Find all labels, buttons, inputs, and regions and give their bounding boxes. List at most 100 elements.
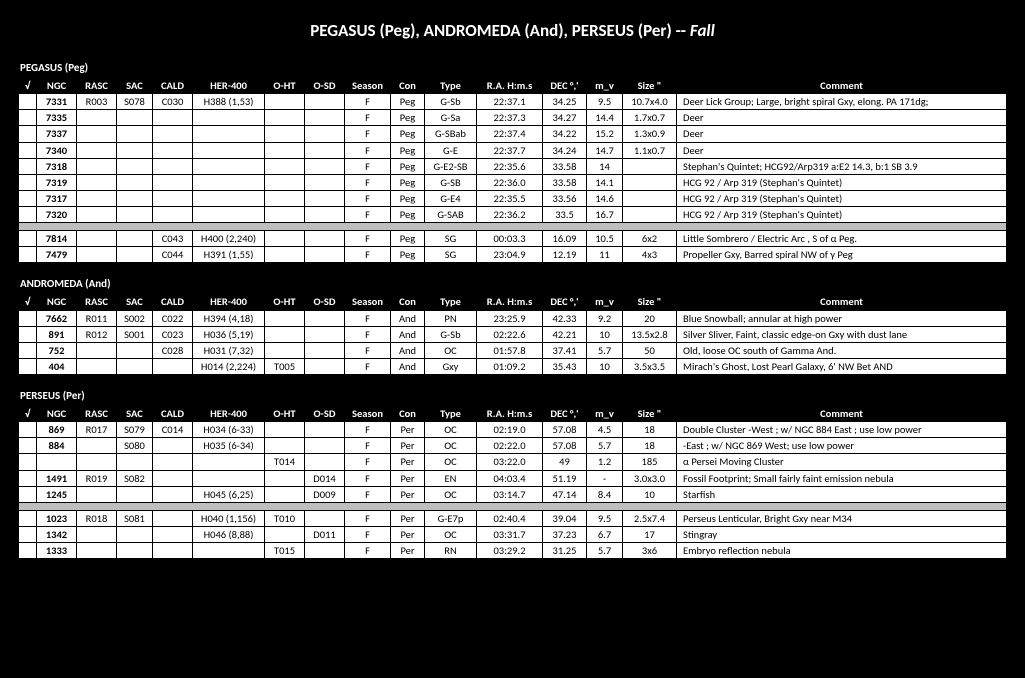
cell-sac	[117, 158, 153, 174]
cell-type: G-E4	[425, 190, 477, 206]
cell-comm: α Persei Moving Cluster	[677, 454, 1007, 470]
cell-her: H034 (6-33)	[193, 422, 265, 438]
cell-osd	[305, 142, 345, 158]
cell-osd	[305, 358, 345, 374]
cell-osd	[305, 310, 345, 326]
cell-con: Peg	[391, 94, 425, 110]
cell-dec: 33.5	[543, 207, 587, 223]
cell-seas: F	[345, 190, 391, 206]
cell-her	[193, 158, 265, 174]
cell-cald: C022	[153, 310, 193, 326]
cell-cald	[153, 358, 193, 374]
cell-type: PN	[425, 310, 477, 326]
cell-sac	[117, 207, 153, 223]
cell-sac	[117, 543, 153, 559]
col-con: Con	[391, 294, 425, 310]
cell-rasc	[77, 110, 117, 126]
cell-mv: 9.5	[587, 510, 623, 526]
cell-comm: Deer	[677, 126, 1007, 142]
cell-osd	[305, 207, 345, 223]
col-dec: DEC °,'	[543, 406, 587, 422]
table-row: 404H014 (2,224)T005FAndGxy01:09.235.4310…	[19, 358, 1007, 374]
cell-ngc: 1342	[37, 526, 77, 542]
cell-oht	[265, 422, 305, 438]
cell-seas: F	[345, 454, 391, 470]
cell-oht	[265, 326, 305, 342]
cell-comm: Stephan's Quintet; HCG92/Arp319 a:E2 14.…	[677, 158, 1007, 174]
cell-size: 1.3x0.9	[623, 126, 677, 142]
cell-con: And	[391, 326, 425, 342]
cell-dec: 35.43	[543, 358, 587, 374]
cell-comm: Silver Sliver, Faint, classic edge-on Gx…	[677, 326, 1007, 342]
cell-chk	[19, 526, 37, 542]
cell-ngc	[37, 454, 77, 470]
col-seas: Season	[345, 78, 391, 94]
cell-rasc: R017	[77, 422, 117, 438]
cell-cald	[153, 510, 193, 526]
cell-sac: S082	[117, 470, 153, 486]
col-oht: O-HT	[265, 78, 305, 94]
cell-ngc: 1023	[37, 510, 77, 526]
cell-chk	[19, 510, 37, 526]
col-rasc: RASC	[77, 78, 117, 94]
col-sac: SAC	[117, 294, 153, 310]
cell-comm: Fossil Footprint; Small fairly faint emi…	[677, 470, 1007, 486]
cell-her	[193, 543, 265, 559]
table-row: 7331R003S078C030H388 (1,53)FPegG-Sb22:37…	[19, 94, 1007, 110]
cell-sac: S002	[117, 310, 153, 326]
cell-size: 3x6	[623, 543, 677, 559]
table-row: T014FPerOC03:22.0491.2185α Persei Moving…	[19, 454, 1007, 470]
cell-seas: F	[345, 543, 391, 559]
cell-size	[623, 207, 677, 223]
cell-con: Peg	[391, 190, 425, 206]
cell-comm: HCG 92 / Arp 319 (Stephan's Quintet)	[677, 190, 1007, 206]
cell-oht	[265, 94, 305, 110]
cell-dec: 51.19	[543, 470, 587, 486]
cell-sac	[117, 358, 153, 374]
cell-ra: 04:03.4	[477, 470, 543, 486]
cell-rasc	[77, 207, 117, 223]
cell-oht	[265, 207, 305, 223]
cell-cald	[153, 438, 193, 454]
col-her: HER-400	[193, 294, 265, 310]
cell-mv: 14.4	[587, 110, 623, 126]
table-row: 869R017S079C014H034 (6-33)FPerOC02:19.05…	[19, 422, 1007, 438]
cell-osd	[305, 158, 345, 174]
cell-mv: 14.7	[587, 142, 623, 158]
col-dec: DEC °,'	[543, 78, 587, 94]
cell-type: SG	[425, 247, 477, 263]
cell-oht: T015	[265, 543, 305, 559]
cell-mv: 15.2	[587, 126, 623, 142]
cell-oht	[265, 486, 305, 502]
cell-ra: 22:36.0	[477, 174, 543, 190]
cell-her: H400 (2,240)	[193, 231, 265, 247]
cell-seas: F	[345, 126, 391, 142]
cell-seas: F	[345, 231, 391, 247]
cell-cald	[153, 190, 193, 206]
col-size: Size "	[623, 406, 677, 422]
cell-rasc	[77, 142, 117, 158]
table-row: 7317FPegG-E422:35.533.5614.6 HCG 92 / Ar…	[19, 190, 1007, 206]
cell-sac: S001	[117, 326, 153, 342]
cell-chk	[19, 231, 37, 247]
cell-comm: Double Cluster -West ; w/ NGC 884 East ;…	[677, 422, 1007, 438]
cell-ngc: 884	[37, 438, 77, 454]
col-dec: DEC °,'	[543, 294, 587, 310]
table-row: 7662R011S002C022H394 (4,18)FAndPN23:25.9…	[19, 310, 1007, 326]
col-size: Size "	[623, 294, 677, 310]
cell-seas: F	[345, 142, 391, 158]
cell-her: H031 (7,32)	[193, 342, 265, 358]
cell-her	[193, 126, 265, 142]
cell-ngc: 891	[37, 326, 77, 342]
cell-sac	[117, 190, 153, 206]
table-row: 7340FPegG-E22:37.734.2414.71.1x0.7 Deer	[19, 142, 1007, 158]
cell-ra: 03:29.2	[477, 543, 543, 559]
cell-osd	[305, 126, 345, 142]
cell-her	[193, 207, 265, 223]
cell-sac	[117, 486, 153, 502]
cell-con: Per	[391, 422, 425, 438]
cell-sac	[117, 454, 153, 470]
cell-rasc: R019	[77, 470, 117, 486]
cell-mv: 10.5	[587, 231, 623, 247]
spacer-row	[19, 502, 1007, 510]
